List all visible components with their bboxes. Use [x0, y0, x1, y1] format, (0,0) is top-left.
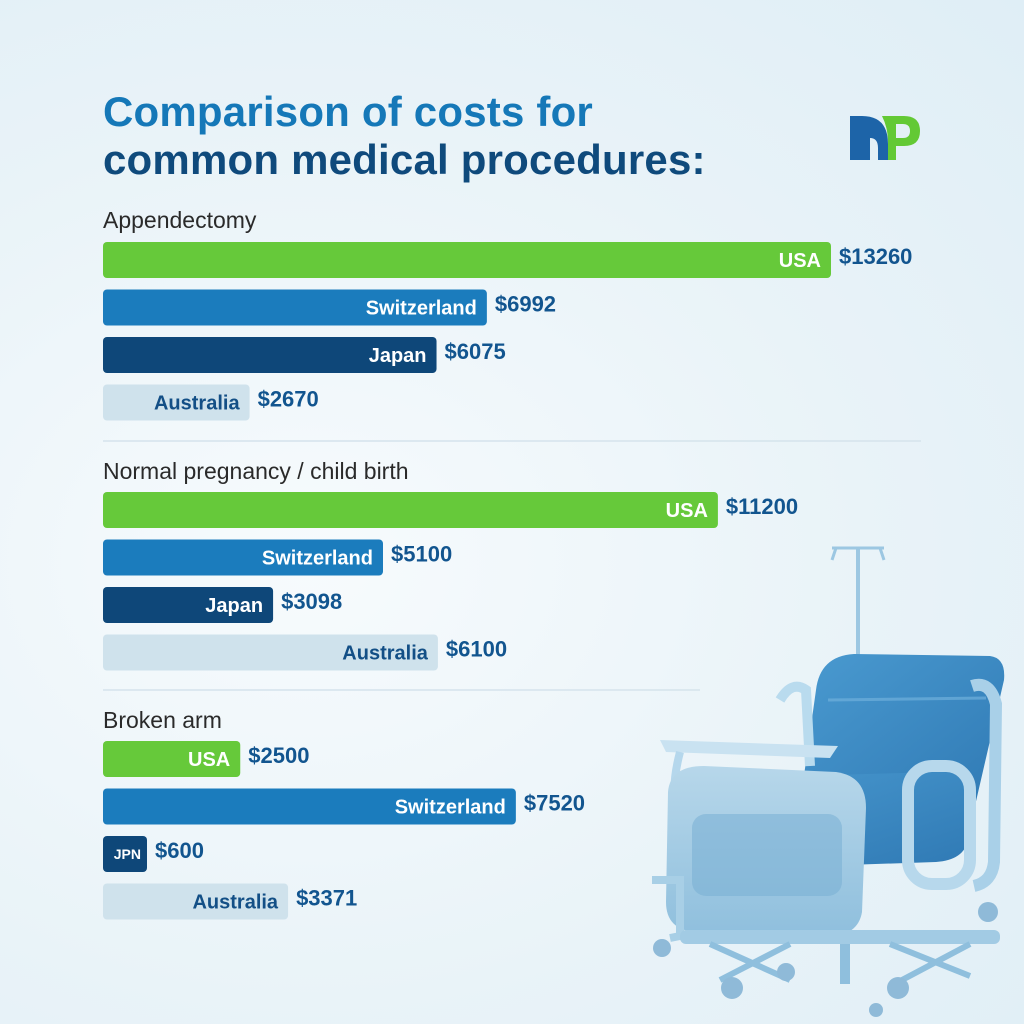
value-label: $3098: [281, 589, 342, 614]
bar-australia: [103, 883, 289, 920]
chart-title-line-1: Comparison of costs for: [103, 88, 593, 135]
logo-n-shape: [850, 116, 888, 160]
value-label: $600: [155, 838, 204, 863]
bar-switzerland: [103, 539, 383, 576]
value-label: $7520: [524, 791, 585, 816]
bar-label: USA: [188, 749, 230, 771]
bar-australia: [103, 384, 250, 421]
bar-label: Australia: [154, 393, 240, 415]
value-label: $6075: [445, 339, 506, 364]
bar-label: USA: [666, 500, 708, 522]
bar-switzerland: [103, 788, 516, 825]
bar-label: Switzerland: [262, 548, 373, 570]
value-label: $13260: [839, 244, 912, 269]
bar-usa: [103, 741, 241, 777]
bar-label: Switzerland: [366, 298, 477, 320]
value-label: $2670: [258, 387, 319, 412]
bar-usa: [103, 242, 831, 278]
value-label: $3371: [296, 886, 357, 911]
bar-japan: [103, 587, 274, 623]
chart-title-line-2: common medical procedures:: [103, 136, 706, 183]
chart-title: Comparison of costs for common medical p…: [103, 88, 706, 184]
logo-p-shape: [882, 116, 920, 160]
value-label: $6100: [446, 637, 507, 662]
bar-label: USA: [779, 250, 821, 272]
value-label: $5100: [391, 542, 452, 567]
bar-australia: [103, 634, 438, 671]
value-label: $2500: [248, 743, 309, 768]
group-title: Appendectomy: [103, 207, 257, 233]
bar-label: Australia: [192, 892, 278, 914]
bar-japan: [103, 337, 437, 373]
bar-jpn: [103, 836, 147, 872]
bar-label: Australia: [342, 643, 428, 665]
group-title: Normal pregnancy / child birth: [103, 458, 409, 484]
bar-usa: [103, 492, 718, 528]
bar-label: JPN: [114, 846, 141, 862]
hospital-bed-illustration: [652, 546, 1005, 1017]
group-title: Broken arm: [103, 707, 222, 733]
bar-label: Switzerland: [395, 797, 506, 819]
bar-switzerland: [103, 289, 487, 326]
value-label: $11200: [726, 494, 798, 519]
bar-label: Japan: [369, 345, 427, 367]
bar-label: Japan: [205, 595, 263, 617]
np-logo-icon: [850, 116, 920, 160]
value-label: $6992: [495, 292, 556, 317]
